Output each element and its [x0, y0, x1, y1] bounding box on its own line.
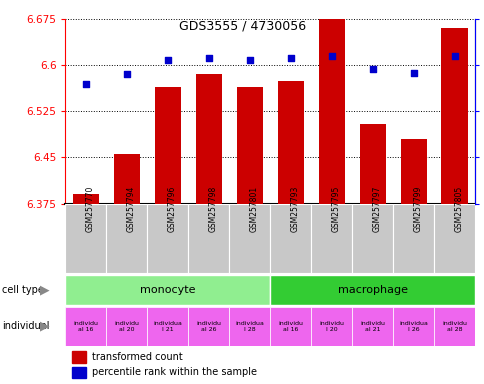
Bar	[72, 367, 86, 378]
FancyBboxPatch shape	[188, 204, 229, 273]
Text: individu
al 21: individu al 21	[360, 321, 385, 332]
Text: GSM257805: GSM257805	[454, 186, 463, 232]
Bar	[318, 19, 345, 204]
Text: cell type: cell type	[2, 285, 44, 295]
Bar	[393, 307, 434, 346]
Bar	[113, 154, 140, 204]
Point	[287, 55, 294, 61]
FancyBboxPatch shape	[106, 204, 147, 273]
Text: individu
al 20: individu al 20	[114, 321, 139, 332]
Bar	[270, 307, 311, 346]
Bar	[106, 307, 147, 346]
Text: individu
al 28: individu al 28	[441, 321, 467, 332]
FancyBboxPatch shape	[433, 204, 474, 273]
Bar	[351, 307, 393, 346]
Text: transformed count: transformed count	[92, 352, 182, 362]
Bar	[236, 87, 263, 204]
Text: GSM257797: GSM257797	[372, 186, 381, 232]
Text: ▶: ▶	[40, 283, 49, 296]
FancyBboxPatch shape	[65, 204, 106, 273]
Point	[450, 53, 458, 59]
Bar	[147, 307, 188, 346]
Text: individu
al 16: individu al 16	[73, 321, 98, 332]
Bar	[400, 139, 426, 204]
FancyBboxPatch shape	[270, 204, 311, 273]
Text: individua
l 21: individua l 21	[153, 321, 182, 332]
Text: GSM257798: GSM257798	[209, 186, 217, 232]
Bar	[72, 351, 86, 363]
FancyBboxPatch shape	[393, 204, 433, 273]
Point	[245, 57, 253, 63]
Text: individua
l 28: individua l 28	[235, 321, 264, 332]
Text: GSM257794: GSM257794	[127, 186, 136, 232]
FancyBboxPatch shape	[311, 204, 351, 273]
Bar	[188, 307, 229, 346]
Text: individu
al 26: individu al 26	[196, 321, 221, 332]
FancyBboxPatch shape	[351, 204, 393, 273]
FancyBboxPatch shape	[147, 204, 188, 273]
Bar	[311, 307, 351, 346]
Point	[164, 57, 171, 63]
Bar	[73, 194, 99, 204]
Text: percentile rank within the sample: percentile rank within the sample	[92, 367, 257, 377]
Text: GSM257796: GSM257796	[167, 186, 177, 232]
Text: GSM257801: GSM257801	[249, 186, 258, 232]
Point	[368, 66, 376, 72]
Text: individual: individual	[2, 321, 50, 331]
Bar	[65, 307, 106, 346]
Bar	[229, 307, 270, 346]
Bar	[433, 307, 474, 346]
Text: individua
l 26: individua l 26	[398, 321, 427, 332]
Point	[327, 53, 335, 59]
Text: individu
l 20: individu l 20	[318, 321, 344, 332]
Bar	[270, 275, 474, 305]
Point	[205, 55, 212, 61]
Bar	[195, 74, 222, 204]
Bar	[65, 275, 270, 305]
Bar	[154, 87, 181, 204]
Point	[409, 70, 417, 76]
Text: macrophage: macrophage	[337, 285, 407, 295]
Point	[123, 71, 131, 78]
Text: individu
al 16: individu al 16	[278, 321, 303, 332]
Text: monocyte: monocyte	[140, 285, 195, 295]
Bar	[359, 124, 385, 204]
FancyBboxPatch shape	[229, 204, 270, 273]
Text: GSM257770: GSM257770	[86, 186, 95, 232]
Bar	[440, 28, 467, 204]
Text: GSM257799: GSM257799	[413, 186, 422, 232]
Text: ▶: ▶	[40, 320, 49, 333]
Text: GSM257793: GSM257793	[290, 186, 299, 232]
Point	[82, 81, 90, 87]
Bar	[277, 81, 303, 204]
Text: GSM257795: GSM257795	[331, 186, 340, 232]
Text: GDS3555 / 4730056: GDS3555 / 4730056	[179, 19, 305, 32]
